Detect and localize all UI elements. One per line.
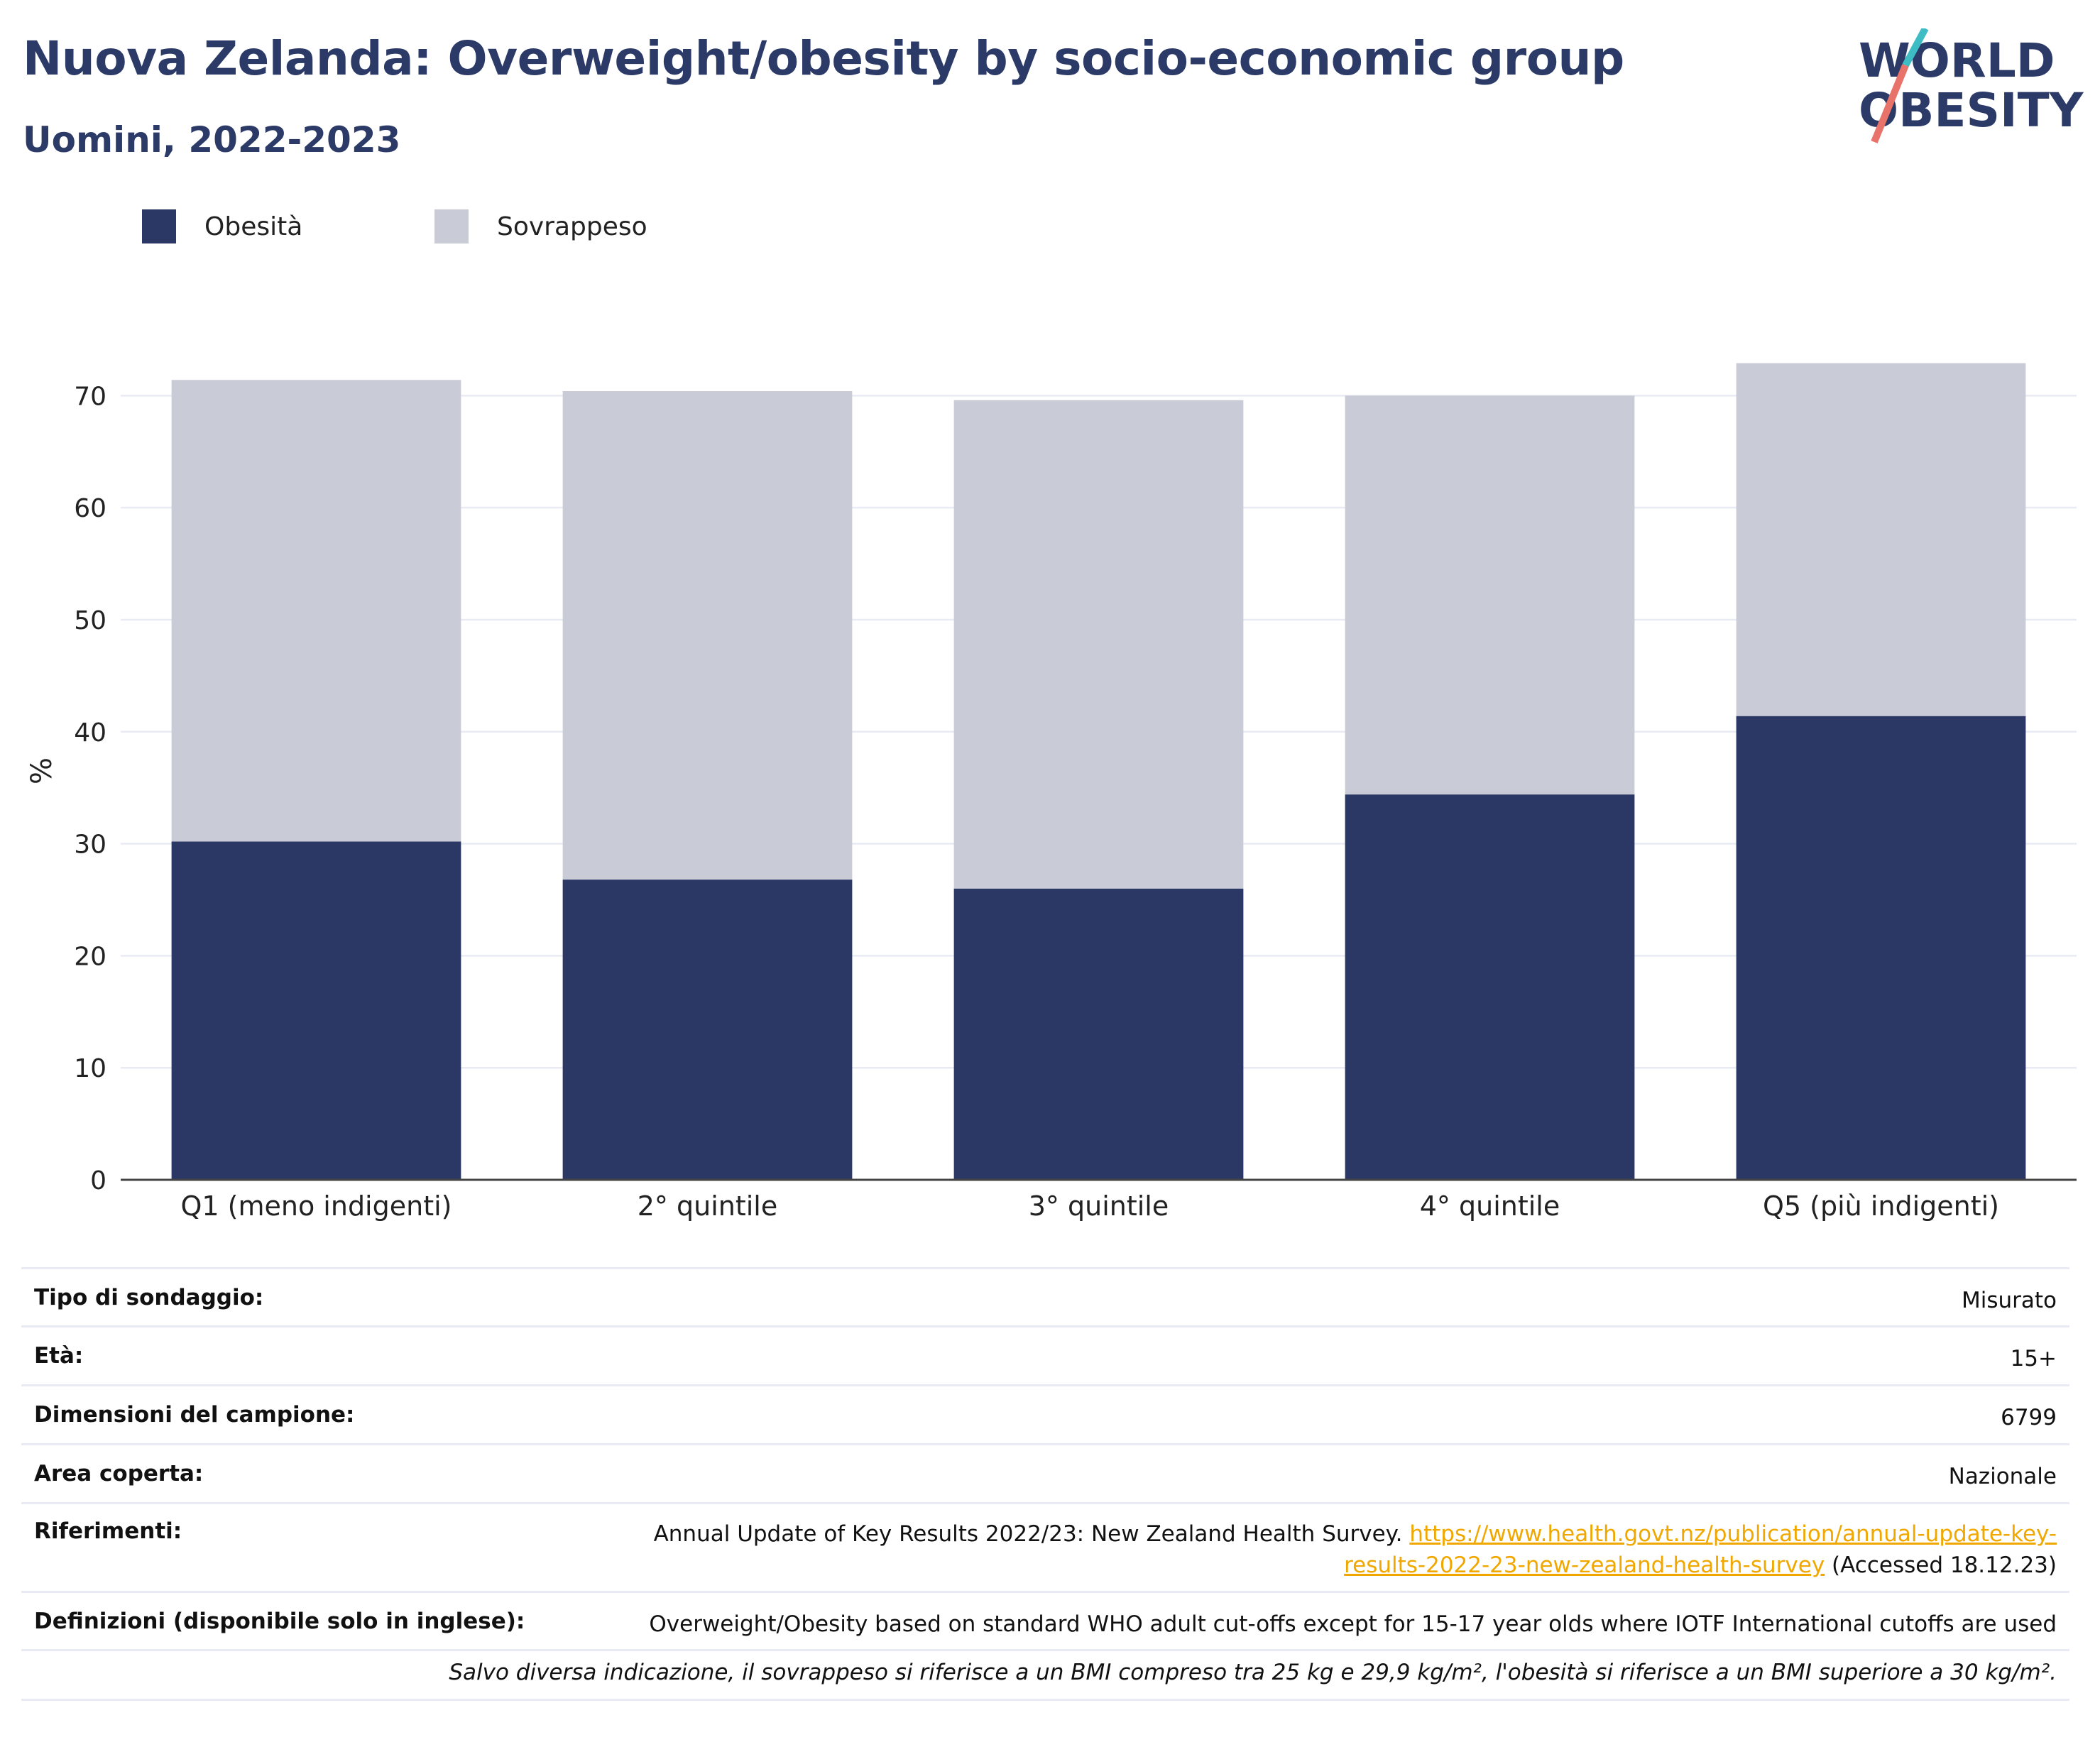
info-label: Tipo di sondaggio: <box>34 1285 264 1310</box>
y-tick-label: 10 <box>74 1054 106 1083</box>
logo-line1: WORLD <box>1859 33 2055 88</box>
info-row-age: Età: 15+ <box>21 1325 2069 1384</box>
legend-label-overweight: Sovrappeso <box>497 212 647 241</box>
x-tick-label: Q5 (più indigenti) <box>1763 1190 1999 1221</box>
bar-overweight <box>1736 363 2026 716</box>
info-row-area: Area coperta: Nazionale <box>21 1443 2069 1502</box>
bar-obesity <box>562 880 853 1180</box>
info-row-sample-size: Dimensioni del campione: 6799 <box>21 1384 2069 1443</box>
info-value: Nazionale <box>1948 1464 2057 1489</box>
info-value: 6799 <box>2001 1405 2057 1430</box>
y-tick-label: 50 <box>74 606 106 635</box>
bar-overweight <box>562 391 853 880</box>
y-axis-label: % <box>26 757 58 784</box>
info-row-references: Riferimenti: Annual Update of Key Result… <box>21 1502 2069 1591</box>
logo-slash-top <box>1902 28 1929 67</box>
info-label: Area coperta: <box>34 1461 204 1486</box>
logo-slash-bottom <box>1871 64 1909 143</box>
y-tick-label: 70 <box>74 382 106 411</box>
chart-subtitle: Uomini, 2022-2023 <box>23 119 401 160</box>
bar-obesity <box>171 841 461 1180</box>
info-label: Riferimenti: <box>34 1518 182 1544</box>
info-row-survey-type: Tipo di sondaggio: Misurato <box>21 1267 2069 1325</box>
y-tick-label: 20 <box>74 942 106 971</box>
legend-swatch-obesity <box>142 209 176 243</box>
stacked-bar-chart: 0 10 20 30 40 50 60 70% Q1 (meno indigenti) 2° qu… <box>26 363 2077 1221</box>
references-accessed: (Accessed 18.12.23) <box>1825 1552 2057 1578</box>
footnote: Salvo diversa indicazione, il sovrappeso… <box>449 1660 2057 1685</box>
bar-obesity <box>1345 794 1635 1180</box>
legend-swatch-overweight <box>434 209 469 243</box>
info-table: Tipo di sondaggio: Misurato Età: 15+ Dim… <box>21 1267 2069 1701</box>
world-obesity-logo: WORLD OBESITY <box>1859 28 2084 143</box>
bar-overweight <box>171 380 461 842</box>
bar-overweight <box>1345 395 1635 795</box>
bar-obesity <box>1736 716 2026 1180</box>
legend-item-obesity[interactable]: Obesità <box>142 209 302 243</box>
x-tick-label: 2° quintile <box>638 1190 778 1221</box>
x-tick-label: Q1 (meno indigenti) <box>181 1190 452 1221</box>
info-value: Misurato <box>1961 1288 2057 1313</box>
info-label: Dimensioni del campione: <box>34 1402 355 1428</box>
references-text: Annual Update of Key Results 2022/23: Ne… <box>653 1521 1410 1547</box>
info-label: Definizioni (disponibile solo in inglese… <box>34 1609 525 1634</box>
references-link[interactable]: https://www.health.govt.nz/publication/a… <box>1409 1521 2057 1547</box>
bar-overweight <box>953 400 1244 889</box>
references-link[interactable]: results-2022-23-new-zealand-health-surve… <box>1344 1552 1825 1578</box>
bar-obesity <box>953 888 1244 1180</box>
y-tick-label: 30 <box>74 831 106 860</box>
info-value: Overweight/Obesity based on standard WHO… <box>649 1611 2057 1637</box>
x-tick-label: 4° quintile <box>1420 1190 1560 1221</box>
references-value: Annual Update of Key Results 2022/23: Ne… <box>654 1518 2057 1581</box>
divider <box>21 1699 2069 1701</box>
info-label: Età: <box>34 1343 84 1369</box>
legend-label-obesity: Obesità <box>204 212 303 241</box>
y-tick-label: 60 <box>74 494 106 523</box>
info-row-definitions: Definizioni (disponibile solo in inglese… <box>21 1591 2069 1649</box>
info-row-note: Salvo diversa indicazione, il sovrappeso… <box>21 1649 2069 1699</box>
legend-item-overweight[interactable]: Sovrappeso <box>434 209 647 243</box>
y-tick-label: 40 <box>74 718 106 747</box>
chart-title: Nuova Zelanda: Overweight/obesity by soc… <box>23 31 1624 86</box>
y-tick-label: 0 <box>90 1166 106 1195</box>
x-tick-label: 3° quintile <box>1029 1190 1169 1221</box>
info-value: 15+ <box>2010 1346 2057 1371</box>
